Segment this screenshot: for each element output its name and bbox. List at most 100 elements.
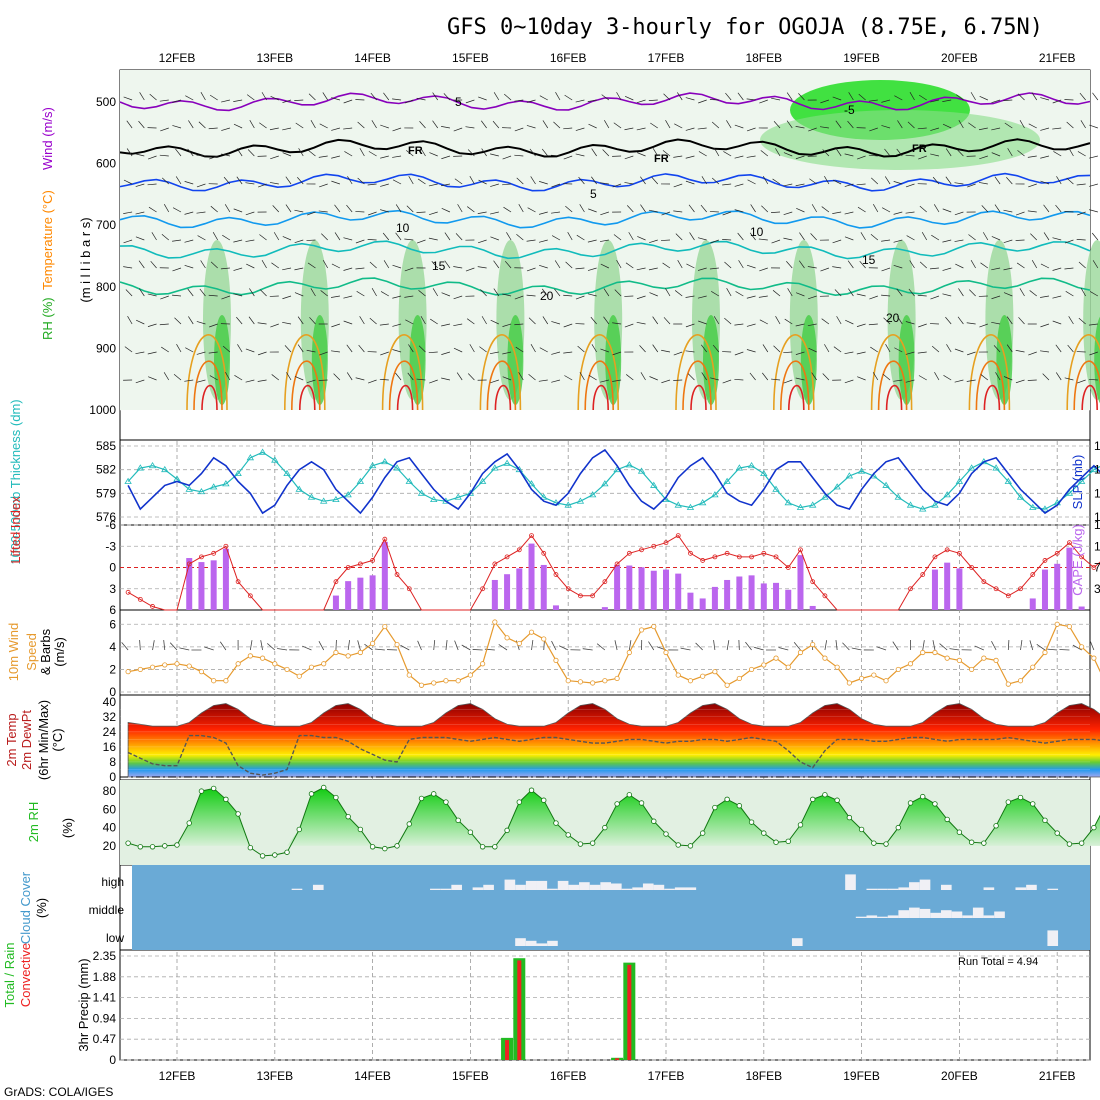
rh-point xyxy=(883,841,889,847)
wind-barb xyxy=(273,232,280,241)
wind-barb-10m xyxy=(680,647,691,651)
cloud-bar-middle xyxy=(898,910,910,918)
wind-speed-point xyxy=(492,619,498,625)
wind-barb xyxy=(554,260,561,269)
wind-speed-point xyxy=(528,629,535,635)
wind-barb xyxy=(686,263,695,269)
wind-barb xyxy=(761,205,769,213)
wind-speed-point xyxy=(198,669,205,675)
axis-label-line: Total / Rain xyxy=(2,942,17,1007)
wind-speed-point xyxy=(712,669,718,675)
vertical-axis-label: 10m Wind xyxy=(6,623,21,682)
axis-label-line: 2m RH xyxy=(26,802,41,842)
wind-barb xyxy=(943,375,952,381)
isotherm-label: 5 xyxy=(455,95,462,109)
wind-barb xyxy=(245,211,255,216)
wind-barb xyxy=(795,351,805,355)
cloud-bar-high xyxy=(866,888,878,890)
wind-barb xyxy=(844,153,854,157)
wind-speed-point xyxy=(871,672,877,678)
wind-speed-point xyxy=(345,653,351,659)
wind-barb xyxy=(1018,317,1025,325)
wind-barb xyxy=(294,99,304,102)
wind-barb-10m xyxy=(498,644,508,651)
rh-area xyxy=(128,787,1100,846)
wind-barb xyxy=(624,95,634,101)
wind-barb xyxy=(628,232,634,241)
wind-barb xyxy=(1064,99,1074,101)
wind-barb xyxy=(758,238,768,241)
thickness-point xyxy=(491,464,499,471)
wind-speed-point xyxy=(333,649,339,656)
wind-barb xyxy=(551,235,561,241)
rh-point xyxy=(614,801,620,807)
lifted-index-point xyxy=(1042,558,1048,563)
tick-label: 0 xyxy=(109,770,116,784)
lifted-index-point xyxy=(639,547,644,553)
wind-barb xyxy=(661,349,671,353)
isotherm-line xyxy=(119,277,1091,297)
wind-barb xyxy=(382,232,390,241)
cloud-bar-high xyxy=(653,884,665,890)
wind-barb xyxy=(416,211,426,213)
wind-barb xyxy=(225,372,231,381)
wind-barb-10m xyxy=(152,640,155,651)
rh-point xyxy=(504,827,510,834)
isotherm-line xyxy=(119,92,1091,112)
wind-barb xyxy=(368,379,377,384)
cloud-bar-high xyxy=(674,887,686,890)
wind-barb xyxy=(184,379,194,382)
tick-label: 32 xyxy=(103,710,117,724)
wind-barb xyxy=(786,92,793,101)
rh-point xyxy=(846,814,853,821)
wind-barb xyxy=(834,289,842,297)
tick-label: 60 xyxy=(103,802,117,816)
wind-barb xyxy=(514,99,524,102)
wind-barb xyxy=(331,263,341,269)
wind-barb xyxy=(490,379,499,384)
wind-barb xyxy=(357,177,365,185)
wind-speed-point xyxy=(1042,649,1048,656)
thickness-point xyxy=(283,469,291,477)
cloud-bar-high xyxy=(536,880,548,890)
wind-barb xyxy=(444,260,451,269)
date-label-bottom: 20FEB xyxy=(941,1069,978,1083)
wind-barb xyxy=(270,155,279,160)
wind-barb xyxy=(783,152,793,157)
thickness-point xyxy=(637,467,646,474)
tick-label: 900 xyxy=(96,341,116,355)
wind-barb xyxy=(613,122,622,129)
wind-barb xyxy=(604,120,610,129)
lifted-index-point xyxy=(798,547,803,553)
lifted-index-line xyxy=(127,534,1100,611)
wind-barb xyxy=(551,351,561,355)
wind-barb xyxy=(1064,239,1074,244)
wind-barb xyxy=(918,94,927,101)
wind-barb xyxy=(428,237,438,241)
wind-barb xyxy=(1052,267,1062,271)
wind-barb xyxy=(469,344,475,353)
thickness-point xyxy=(601,480,609,487)
wind-barb xyxy=(881,294,891,297)
isotherm-label: 10 xyxy=(750,225,764,239)
isotherm-label: 10 xyxy=(396,221,410,235)
tick-label: 40 xyxy=(103,821,117,835)
wind-barb xyxy=(685,180,695,185)
chart-title: GFS 0~10day 3-hourly for OGOJA (8.75E, 6… xyxy=(447,15,1043,40)
vertical-axis-label: Speed & Barbs (m/s) xyxy=(24,628,67,675)
wind-barb xyxy=(942,293,952,297)
wind-barb xyxy=(184,264,194,269)
wind-barb xyxy=(685,295,695,298)
wind-barb xyxy=(257,183,267,188)
wind-barb xyxy=(1089,209,1098,213)
wind-barb xyxy=(905,321,915,325)
wind-barb xyxy=(772,290,781,297)
rh-point xyxy=(920,793,926,800)
isotherm-35-loop xyxy=(788,384,805,411)
wind-barb xyxy=(282,152,292,157)
wind-barb xyxy=(775,148,781,157)
wind-barb xyxy=(601,94,610,101)
wind-speed-point xyxy=(406,672,412,678)
wind-barb xyxy=(845,319,854,325)
rh-point xyxy=(1066,841,1073,847)
